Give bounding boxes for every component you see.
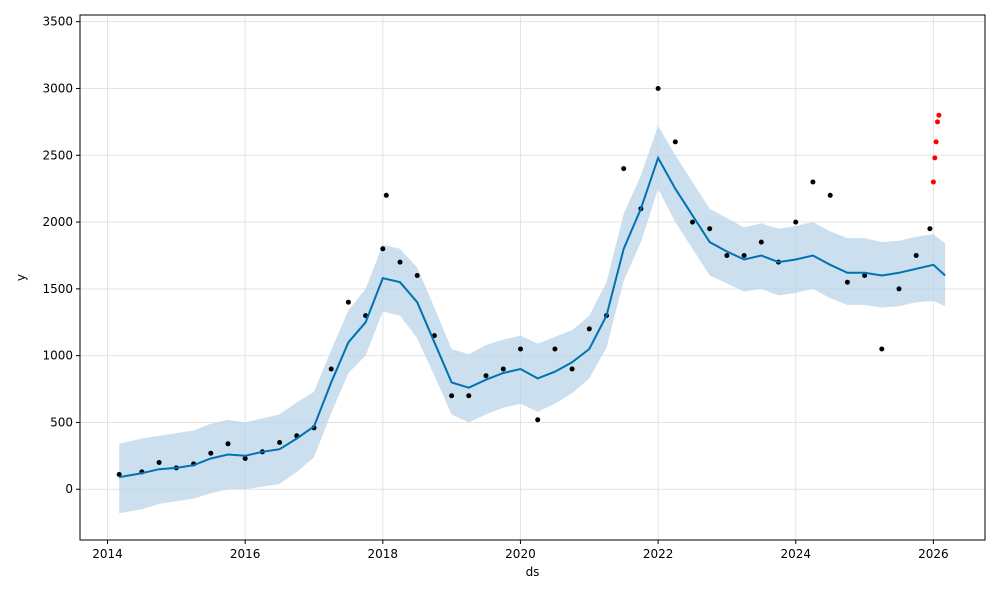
x-tick-label: 2022 [643,547,674,561]
observed-point [116,472,122,477]
y-axis-label: y [14,274,28,281]
observed-points [116,86,933,477]
x-tick-label: 2014 [92,547,123,561]
observed-point [208,450,214,456]
observed-point [793,219,799,225]
observed-point [810,179,816,185]
x-axis-label: ds [526,565,540,579]
x-tick-label: 2018 [368,547,399,561]
y-tick-label: 3000 [42,81,73,95]
x-tick-label: 2016 [230,547,261,561]
observed-point [844,279,850,285]
observed-point [242,456,248,461]
y-tick-label: 2500 [42,148,73,162]
outlier-point [932,155,938,161]
observed-point [690,219,695,225]
x-tick-label: 2024 [780,547,811,561]
y-tick-label: 500 [50,415,73,429]
uncertainty-band [119,125,946,514]
y-tick-label: 0 [65,482,73,496]
observed-point [879,346,885,352]
observed-point [518,346,523,352]
observed-point [655,86,661,91]
observed-point [156,460,162,465]
y-tick-label: 1000 [42,349,73,363]
y-tick-label: 2000 [42,215,73,229]
observed-point [383,192,389,198]
observed-point [896,286,902,292]
observed-point [466,393,472,399]
outlier-points [930,112,942,185]
observed-point [552,346,558,352]
y-tick-label: 3500 [42,15,73,29]
outlier-point [936,112,942,118]
observed-point [345,299,351,305]
observed-point [500,366,506,372]
y-tick-label: 1500 [42,282,73,296]
observed-point [913,253,919,258]
observed-point [724,253,730,258]
observed-point [449,393,455,399]
x-tick-label: 2026 [918,547,949,561]
x-axis-ticks: 2014 2016 2018 2020 2022 2024 2026 [92,540,949,561]
observed-point [621,166,627,172]
observed-point [328,366,334,372]
outlier-point [933,139,939,145]
outlier-point [930,179,936,185]
observed-point [672,139,678,145]
forecast-line [119,155,946,479]
observed-point [862,273,868,278]
y-axis-ticks: 0 500 1000 1500 2000 2500 3000 3500 [42,15,80,496]
observed-point [827,192,833,198]
observed-point [741,253,747,258]
x-tick-label: 2020 [505,547,536,561]
observed-point [397,259,403,265]
observed-point [569,366,575,372]
observed-point [277,440,283,445]
observed-point [483,373,489,379]
observed-point [707,226,713,232]
outlier-point [935,119,940,125]
observed-point [225,441,231,447]
plot-area-frame [79,14,986,541]
observed-point [535,417,541,423]
observed-point [414,273,420,278]
observed-point [927,226,933,232]
observed-point [380,246,386,252]
observed-point [758,239,764,245]
observed-point [586,326,592,332]
